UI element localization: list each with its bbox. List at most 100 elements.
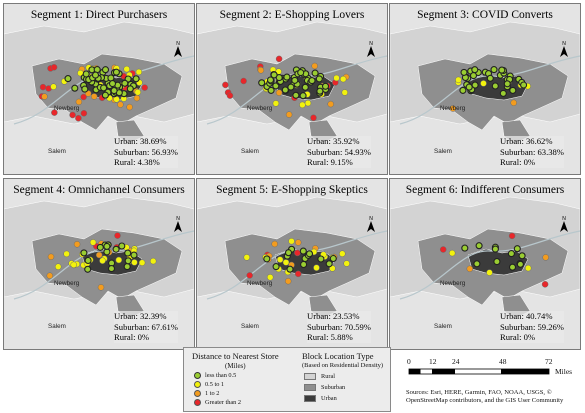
store-distance-point-orange bbox=[271, 240, 278, 248]
store-distance-point-green bbox=[124, 249, 132, 257]
store-distance-point-green bbox=[81, 85, 89, 93]
legend-item-rural: Rural bbox=[304, 373, 335, 380]
store-distance-point-yellow bbox=[341, 89, 349, 96]
store-distance-point-green bbox=[317, 255, 325, 263]
yellow-dot-icon bbox=[194, 381, 201, 388]
store-distance-point-yellow bbox=[70, 261, 77, 269]
store-distance-point-orange bbox=[126, 103, 133, 111]
svg-text:N: N bbox=[369, 41, 373, 47]
legend: Distance to Nearest Store (Miles) less t… bbox=[183, 347, 391, 412]
store-distance-point-yellow bbox=[115, 256, 123, 264]
store-distance-point-orange bbox=[466, 265, 474, 273]
svg-text:N: N bbox=[176, 41, 180, 47]
panel-title: Segment 6: Indifferent Consumers bbox=[405, 184, 565, 196]
store-distance-point-green bbox=[96, 243, 104, 251]
urban-share: Urban: 35.92% bbox=[307, 136, 360, 146]
north-arrow-icon: N bbox=[365, 40, 377, 60]
store-distance-point-green bbox=[287, 83, 295, 91]
urban-share: Urban: 38.69% bbox=[114, 136, 167, 146]
panel-title: Segment 3: COVID Converts bbox=[417, 9, 553, 21]
store-distance-point-orange bbox=[257, 67, 265, 74]
place-label-salem: Salem bbox=[434, 323, 452, 330]
legend-label: Rural bbox=[321, 373, 335, 380]
place-label-newberg: Newberg bbox=[247, 280, 273, 287]
north-arrow-icon: N bbox=[558, 215, 570, 235]
suburban-share: Suburban: 59.26% bbox=[500, 321, 564, 332]
store-distance-point-green bbox=[297, 69, 305, 77]
rural-share: Rural: 0% bbox=[114, 332, 150, 342]
scale-tick: 12 bbox=[429, 357, 437, 366]
store-distance-point-red bbox=[141, 84, 148, 91]
store-distance-point-orange bbox=[117, 101, 124, 108]
store-distance-point-yellow bbox=[343, 260, 350, 267]
store-distance-point-green bbox=[465, 83, 473, 91]
store-distance-point-green bbox=[107, 265, 116, 273]
store-distance-point-orange bbox=[97, 284, 105, 291]
store-distance-point-green bbox=[325, 260, 333, 268]
store-distance-point-green bbox=[283, 73, 291, 81]
store-distance-point-red bbox=[51, 109, 58, 116]
legend-label: Greater than 2 bbox=[205, 399, 242, 406]
store-distance-point-orange bbox=[327, 100, 334, 108]
store-distance-point-yellow bbox=[288, 237, 295, 245]
store-distance-point-orange bbox=[311, 62, 318, 70]
legend-label: 1 to 2 bbox=[205, 390, 220, 397]
rural-share: Rural: 0% bbox=[500, 332, 536, 342]
store-distance-point-green bbox=[473, 260, 481, 268]
svg-text:N: N bbox=[562, 216, 566, 222]
store-distance-point-green bbox=[301, 83, 309, 91]
store-distance-point-green bbox=[499, 89, 507, 97]
store-distance-point-orange bbox=[75, 98, 83, 106]
map-canvas bbox=[4, 4, 194, 174]
store-distance-point-green bbox=[112, 68, 120, 76]
store-distance-point-yellow bbox=[134, 89, 142, 96]
block-legend-sub: (Based on Residential Density) bbox=[302, 362, 384, 369]
store-distance-point-green bbox=[100, 84, 108, 92]
legend-label: Suburban bbox=[321, 384, 346, 391]
suburban-share: Suburban: 56.93% bbox=[114, 146, 178, 157]
urban-share: Urban: 32.39% bbox=[114, 311, 167, 321]
store-distance-point-green bbox=[101, 66, 110, 74]
store-distance-point-green bbox=[316, 87, 324, 95]
rural-share: Rural: 9.15% bbox=[307, 157, 353, 167]
store-distance-point-green bbox=[461, 244, 469, 252]
store-distance-point-yellow bbox=[138, 259, 146, 266]
svg-text:N: N bbox=[369, 216, 373, 222]
store-distance-point-yellow bbox=[149, 257, 157, 265]
rural-share: Rural: 4.38% bbox=[114, 157, 160, 167]
store-distance-point-orange bbox=[46, 272, 54, 279]
store-distance-point-yellow bbox=[99, 257, 106, 264]
store-distance-point-green bbox=[299, 92, 307, 100]
store-distance-point-yellow bbox=[266, 274, 274, 281]
store-distance-point-green bbox=[513, 245, 521, 253]
suburban-share: Suburban: 63.38% bbox=[500, 146, 564, 157]
panel-title: Segment 2: E-Shopping Lovers bbox=[219, 9, 365, 21]
store-distance-point-red bbox=[240, 77, 247, 85]
store-distance-point-green bbox=[299, 247, 307, 255]
place-label-newberg: Newberg bbox=[54, 280, 80, 287]
north-arrow-icon: N bbox=[172, 215, 184, 235]
store-distance-point-green bbox=[101, 91, 109, 99]
legend-item-less-than-half: less than 0.5 bbox=[194, 372, 236, 379]
store-distance-point-orange bbox=[285, 111, 293, 118]
store-distance-point-green bbox=[315, 75, 323, 83]
orange-dot-icon bbox=[194, 390, 201, 397]
store-distance-point-red bbox=[310, 114, 317, 122]
store-distance-point-green bbox=[121, 79, 129, 87]
location-share-stats: Urban: 38.69% Suburban: 56.93% Rural: 4.38… bbox=[114, 136, 178, 168]
store-distance-point-green bbox=[300, 260, 308, 269]
store-distance-point-green bbox=[126, 85, 134, 93]
store-distance-point-green bbox=[84, 256, 92, 265]
panel-title: Segment 1: Direct Purchasers bbox=[30, 9, 168, 21]
rural-share: Rural: 0% bbox=[500, 157, 536, 167]
store-distance-point-orange bbox=[41, 93, 48, 100]
panel-title: Segment 4: Omnichannel Consumers bbox=[13, 184, 185, 196]
map-panel: Segment 5: E-Shopping Skeptics N Newberg Sa… bbox=[196, 178, 388, 350]
store-distance-point-green bbox=[84, 265, 92, 273]
store-distance-point-orange bbox=[133, 94, 141, 102]
store-distance-point-red bbox=[50, 64, 58, 71]
store-distance-point-green bbox=[471, 66, 479, 74]
store-distance-point-orange bbox=[542, 254, 549, 261]
scale-tick: 72 bbox=[545, 357, 553, 366]
place-label-salem: Salem bbox=[241, 148, 259, 155]
